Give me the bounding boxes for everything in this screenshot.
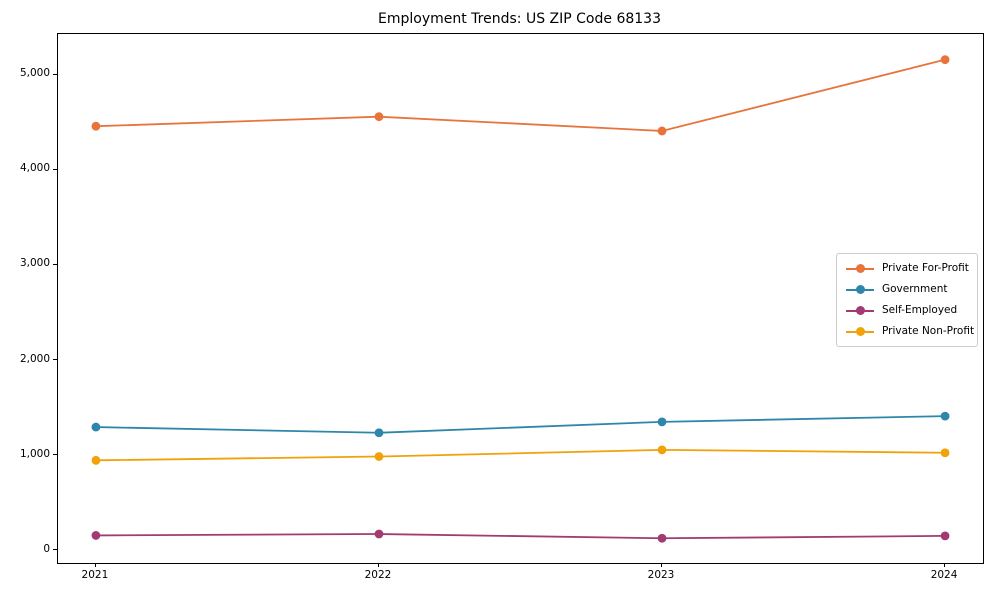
data-point [91, 121, 101, 131]
data-point [940, 55, 950, 65]
data-point [657, 445, 667, 455]
legend-label: Private For-Profit [882, 262, 969, 274]
y-tick-label: 1,000 [19, 447, 50, 460]
x-tick-mark [944, 563, 946, 567]
y-tick-label: 2,000 [19, 352, 50, 365]
series-line-private-non-profit [95, 448, 946, 462]
legend-label: Self-Employed [882, 304, 958, 316]
legend-item: Private For-Profit [846, 262, 969, 275]
legend-line-marker-icon [846, 285, 874, 294]
chart-canvas [91, 55, 950, 543]
legend-line-marker-icon [846, 264, 874, 273]
data-point [374, 428, 384, 438]
y-tick-mark [53, 454, 57, 456]
data-point [91, 422, 101, 432]
series-line-private-for-profit [95, 58, 946, 132]
legend-item: Private Non-Profit [846, 325, 974, 338]
y-tick-label: 3,000 [19, 257, 50, 270]
legend-label: Government [882, 283, 948, 295]
y-tick-mark [53, 359, 57, 361]
data-point [91, 455, 101, 465]
data-point [657, 533, 667, 543]
y-tick-label: 0 [43, 542, 50, 555]
x-tick-label: 2022 [364, 569, 392, 581]
data-point [374, 452, 384, 461]
data-point [940, 411, 950, 421]
x-tick-label: 2021 [81, 569, 109, 581]
data-point [374, 112, 384, 122]
series-line-self-employed [95, 533, 946, 540]
x-tick-mark [661, 563, 663, 567]
legend-line-marker-icon [846, 327, 874, 336]
series-line-government [95, 415, 946, 434]
y-tick-mark [53, 168, 57, 170]
data-point [940, 448, 950, 458]
x-tick-label: 2024 [930, 569, 958, 581]
y-tick-mark [53, 73, 57, 75]
x-tick-label: 2023 [647, 569, 675, 581]
data-point [91, 531, 101, 540]
data-point [657, 417, 667, 427]
chart-title: Employment Trends: US ZIP Code 68133 [378, 11, 661, 27]
y-tick-mark [53, 263, 57, 265]
y-tick-label: 4,000 [19, 162, 50, 175]
data-point [940, 531, 950, 541]
legend-item: Self-Employed [846, 304, 968, 317]
y-tick-label: 5,000 [19, 67, 50, 80]
y-tick-mark [53, 549, 57, 551]
data-point [374, 529, 384, 539]
legend-line-marker-icon [846, 306, 874, 315]
legend: Private For-Profit Government Self-Employe… [836, 253, 978, 347]
legend-label: Private Non-Profit [882, 325, 975, 337]
x-tick-mark [377, 563, 379, 567]
data-point [657, 126, 667, 136]
x-tick-mark [94, 563, 96, 567]
legend-item: Government [846, 283, 968, 296]
plot-area [57, 33, 984, 564]
